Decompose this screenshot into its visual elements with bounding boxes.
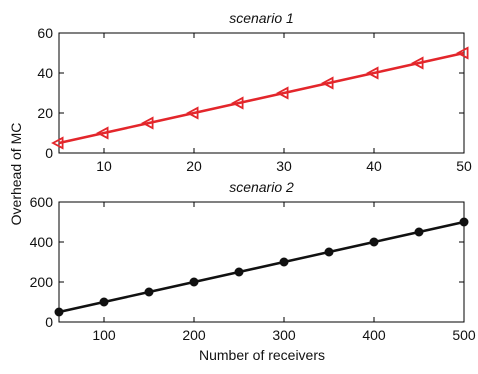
ax1-series-line [58, 51, 465, 145]
ax1-data-point [231, 96, 244, 110]
ax2-data-point [54, 307, 64, 317]
ax2-data-point [324, 247, 334, 257]
ax1-data-point [141, 116, 154, 130]
figure-ylabel: Overhead of MC [8, 123, 24, 226]
ax1-ytick-label: 40 [37, 65, 53, 81]
ax2-ytick-label: 0 [45, 314, 53, 330]
ax1-plot: scenario 1 10 20 30 40 50 0 20 40 60 [37, 10, 472, 174]
ax1-data-point [411, 56, 424, 70]
ax1-data-point [186, 106, 199, 120]
figure-xlabel: Number of receivers [199, 347, 325, 363]
ax1-ytick-label: 20 [37, 105, 53, 121]
ax1-xtick-label: 50 [456, 158, 472, 174]
ax1-title: scenario 1 [229, 10, 294, 26]
ax1-data-point [51, 136, 64, 150]
ax2-xtick-label: 400 [362, 327, 386, 343]
ax1-frame [58, 32, 465, 154]
ax1-ytick-label: 0 [45, 145, 53, 161]
ax2-ytick-label: 200 [30, 274, 54, 290]
ax1-xtick-label: 40 [366, 158, 382, 174]
ax1-data-point [456, 46, 469, 60]
ax2-series-line [58, 220, 465, 314]
ax2-data-point [414, 227, 424, 237]
ax2-xtick-label: 300 [272, 327, 296, 343]
ax2-xtick-label: 200 [182, 327, 206, 343]
ax2-ytick-label: 400 [30, 234, 54, 250]
ax2-data-point [459, 217, 469, 227]
ax1-data-point [366, 66, 379, 80]
ax1-xtick-label: 20 [186, 158, 202, 174]
ax1-xtick-label: 10 [96, 158, 112, 174]
ax1-data-point [276, 86, 289, 100]
ax2-data-point [369, 237, 379, 247]
ax1-data-point [321, 76, 334, 90]
ax2-xtick-label: 100 [92, 327, 116, 343]
ax2-ytick-label: 600 [30, 194, 54, 210]
ax1-xtick-label: 30 [276, 158, 292, 174]
ax1-data-point [96, 126, 109, 140]
ax2-title: scenario 2 [229, 179, 294, 195]
ax2-data-point [144, 287, 154, 297]
ax2-data-point [279, 257, 289, 267]
ax2-data-point [99, 297, 109, 307]
ax2-frame [58, 201, 465, 323]
ax1-ytick-label: 60 [37, 25, 53, 41]
ax2-xtick-label: 500 [452, 327, 476, 343]
ax2-data-point [234, 267, 244, 277]
ax2-data-point [189, 277, 199, 287]
ax2-plot: scenario 2 100 200 300 400 500 0 200 400 600 [30, 179, 476, 343]
